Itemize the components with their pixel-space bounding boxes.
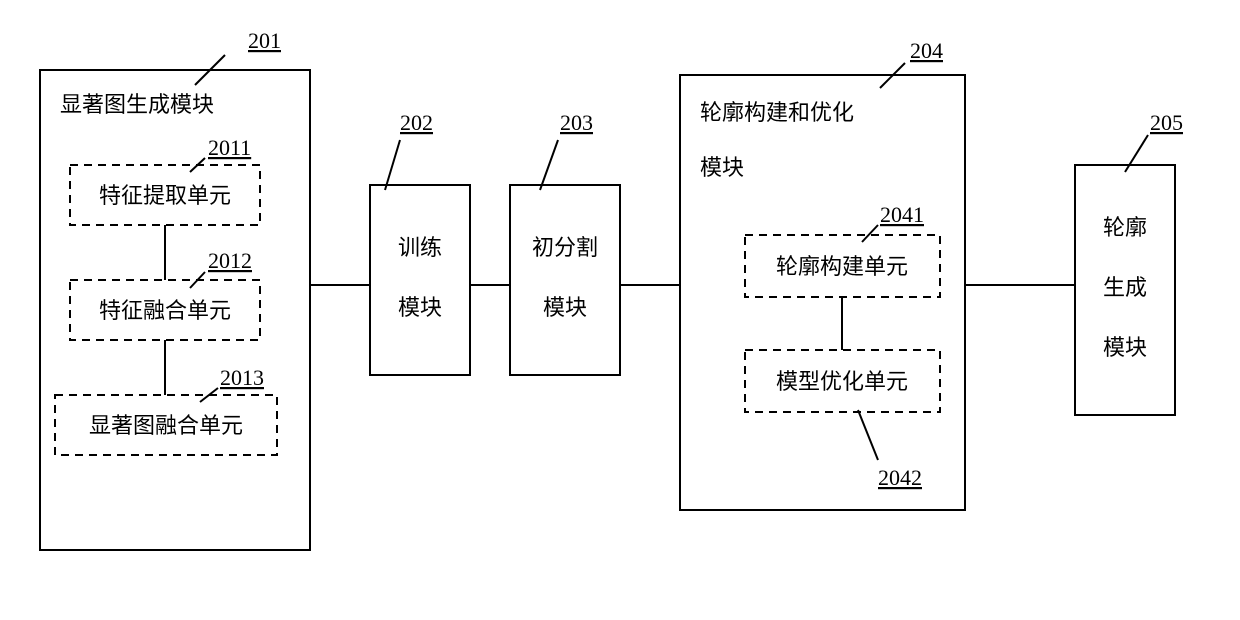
module-205-title-l2: 生成 (1103, 275, 1147, 300)
module-202-title-l1: 训练 (398, 235, 442, 260)
module-205: 205 轮廓 生成 模块 (1075, 110, 1183, 415)
module-205-number: 205 (1150, 110, 1183, 135)
module-205-title-l1: 轮廓 (1103, 215, 1147, 240)
module-202: 202 训练 模块 (370, 110, 470, 375)
module-201-title: 显著图生成模块 (60, 92, 214, 117)
module-202-title-l2: 模块 (398, 295, 442, 320)
module-204-box (680, 75, 965, 510)
module-204-title-l2: 模块 (700, 155, 744, 180)
module-203-number: 203 (560, 110, 593, 135)
unit-2042-label: 模型优化单元 (776, 369, 908, 394)
module-203-box (510, 185, 620, 375)
unit-2011-label: 特征提取单元 (99, 183, 231, 208)
module-204: 204 轮廓构建和优化 模块 2041 轮廓构建单元 2042 模型优化单元 (680, 38, 965, 510)
module-203-leader (540, 140, 558, 190)
unit-2013-label: 显著图融合单元 (89, 413, 243, 438)
unit-2012-number: 2012 (208, 248, 252, 273)
diagram-canvas: 201 显著图生成模块 2011 特征提取单元 2012 特征融合单元 2013… (0, 0, 1240, 620)
unit-2041-label: 轮廓构建单元 (776, 254, 908, 279)
unit-2013-number: 2013 (220, 365, 264, 390)
module-201: 201 显著图生成模块 2011 特征提取单元 2012 特征融合单元 2013… (40, 28, 310, 550)
module-201-number: 201 (248, 28, 281, 53)
unit-2012-label: 特征融合单元 (99, 298, 231, 323)
module-202-leader (385, 140, 400, 190)
unit-2041-number: 2041 (880, 202, 924, 227)
unit-2042-leader (858, 410, 878, 460)
module-205-leader (1125, 135, 1148, 172)
unit-2041-leader (862, 225, 878, 242)
module-203-title-l1: 初分割 (532, 235, 598, 260)
module-204-number: 204 (910, 38, 943, 63)
module-205-title-l3: 模块 (1103, 335, 1147, 360)
module-202-number: 202 (400, 110, 433, 135)
unit-2042-number: 2042 (878, 465, 922, 490)
module-203-title-l2: 模块 (543, 295, 587, 320)
module-202-box (370, 185, 470, 375)
unit-2011-number: 2011 (208, 135, 251, 160)
module-204-title-l1: 轮廓构建和优化 (700, 100, 854, 125)
module-203: 203 初分割 模块 (510, 110, 620, 375)
